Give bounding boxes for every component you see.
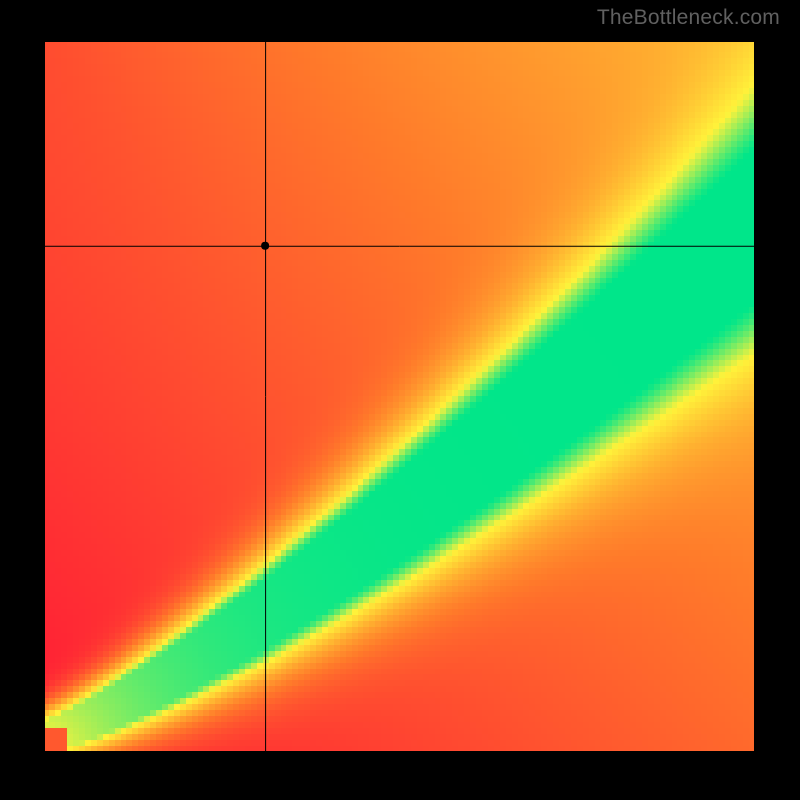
bottleneck-heatmap [44,41,755,752]
watermark-text: TheBottleneck.com [597,6,780,30]
chart-container: TheBottleneck.com [0,0,800,800]
